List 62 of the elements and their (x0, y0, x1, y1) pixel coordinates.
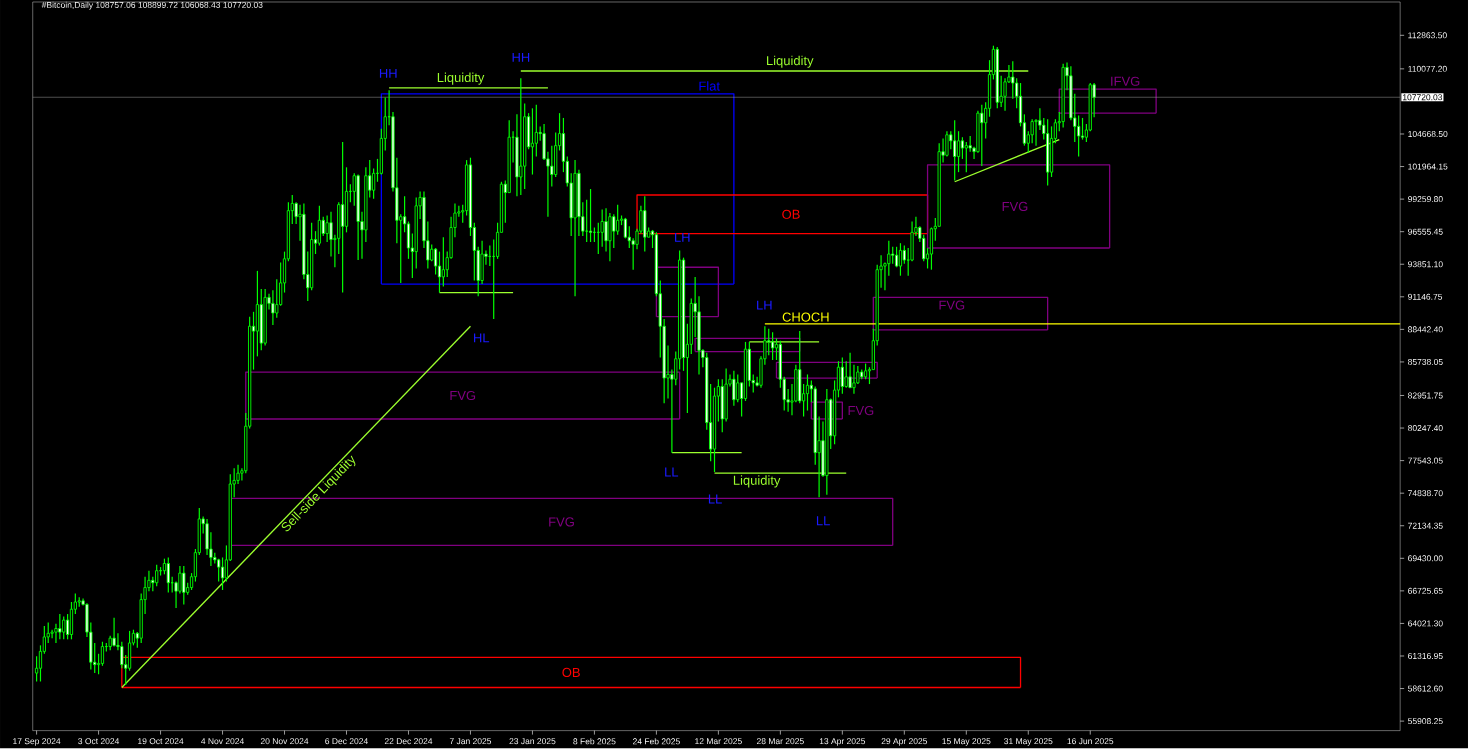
x-tick-label: 24 Feb 2025 (633, 738, 680, 745)
annotation: HH (379, 69, 397, 79)
y-tick-label: 101964.15 (1408, 163, 1448, 170)
y-tick-label: 110077.20 (1408, 66, 1447, 73)
y-tick-label: 58612.60 (1408, 685, 1443, 692)
series-label: Liquidity (437, 72, 485, 85)
series-label: Liquidity (733, 475, 781, 488)
x-tick-label: 8 Feb 2025 (573, 738, 616, 745)
x-tick-label: 6 Dec 2024 (325, 738, 368, 745)
x-tick-label: 31 May 2025 (1004, 738, 1053, 747)
x-tick-label: 23 Jan 2025 (509, 738, 556, 745)
x-tick-label: 16 Jun 2025 (1067, 738, 1114, 745)
x-tick-label: 29 Apr 2025 (881, 738, 928, 747)
x-tick-label: 12 Mar 2025 (695, 738, 742, 745)
series-label: OB (782, 209, 800, 220)
y-tick-label: 61316.95 (1408, 653, 1443, 660)
x-tick-label: 19 Oct 2024 (138, 738, 184, 745)
annotation: LL (816, 516, 830, 526)
x-tick-label: 3 Oct 2024 (78, 738, 120, 745)
y-tick-label: 99259.80 (1408, 196, 1443, 203)
y-tick-label: 104668.50 (1408, 131, 1448, 138)
series-label: OB (562, 668, 580, 678)
y-tick-label: 55908.25 (1408, 718, 1443, 725)
x-tick-label: 17 Sep 2024 (13, 738, 61, 747)
series-label: Flat (699, 81, 720, 91)
y-tick-label: 112863.50 (1408, 32, 1447, 39)
annotation: HL (474, 333, 490, 343)
series-label: FVG (450, 391, 476, 401)
y-tick-label: 64021.30 (1408, 620, 1443, 627)
annotation: LH (757, 300, 772, 310)
y-tick-label: 85738.05 (1408, 359, 1443, 366)
chart-title: #Bitcoin,Daily 108757.06 108899.72 106068.43 107720.03 (41, 1, 263, 10)
y-tick-label: 80247.40 (1408, 425, 1443, 432)
annotation: LL (665, 467, 679, 477)
x-tick-label: 4 Nov 2024 (201, 738, 244, 745)
ref-line-label: 107720.03 (1403, 94, 1443, 101)
x-tick-label: 7 Jan 2025 (449, 738, 492, 745)
x-tick-label: 13 Apr 2025 (819, 738, 866, 747)
x-tick-label: 20 Nov 2024 (260, 738, 309, 745)
y-tick-label: 66725.65 (1408, 588, 1443, 595)
series-label: Liquidity (767, 55, 814, 68)
text: FVG (1002, 202, 1028, 212)
annotation: HH (512, 53, 530, 63)
y-tick-label: 93851.10 (1408, 261, 1443, 268)
y-tick-label: 96555.45 (1408, 228, 1443, 235)
series-label: FVG (848, 406, 874, 416)
x-tick-label: 22 Dec 2024 (384, 738, 433, 745)
x-tick-label: 28 Mar 2025 (756, 738, 804, 745)
series-label: FVG (549, 517, 574, 527)
annotation: LH (675, 233, 690, 242)
y-tick-label: 72134.35 (1408, 522, 1443, 529)
series-label: IFVG (1111, 76, 1140, 87)
annotation: LL (708, 494, 722, 504)
y-tick-label: 69430.00 (1408, 555, 1443, 562)
x-tick-label: 15 May 2025 (942, 738, 991, 747)
y-tick-label: 88442.40 (1408, 326, 1443, 333)
series-label: FVG (939, 300, 965, 310)
y-tick-label: 91146.75 (1408, 294, 1443, 301)
y-tick-label: 77543.05 (1408, 457, 1443, 464)
y-tick-label: 74838.70 (1408, 490, 1443, 497)
series-label: CHOCH (782, 312, 829, 322)
y-tick-label: 82951.75 (1408, 392, 1443, 399)
